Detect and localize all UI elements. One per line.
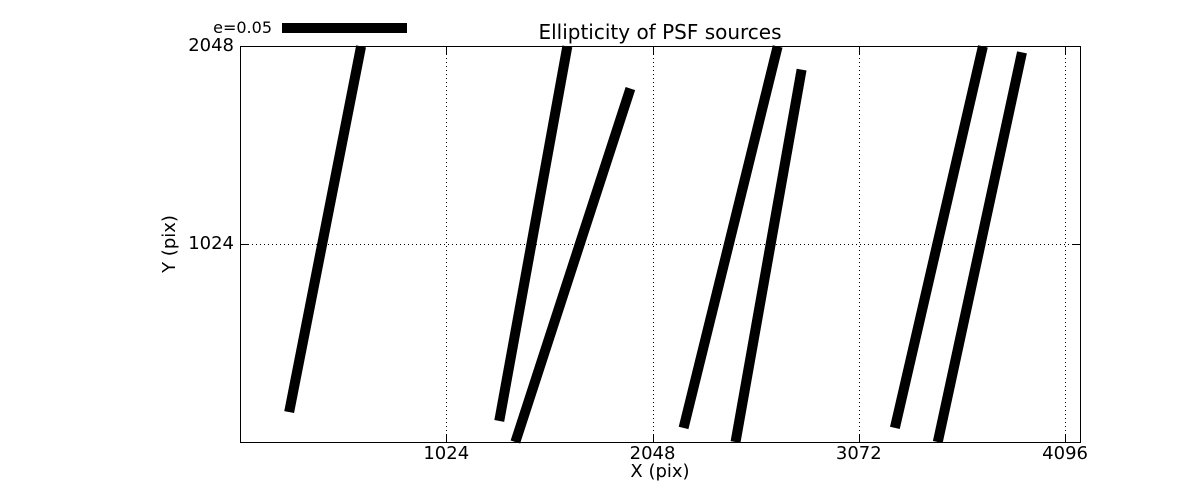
legend-line-swatch — [282, 23, 407, 33]
x-axis-label: X (pix) — [630, 461, 690, 482]
x-tick-label: 4096 — [1042, 443, 1088, 464]
ellipticity-whisker — [678, 45, 783, 430]
chart-title: Ellipticity of PSF sources — [538, 20, 782, 44]
y-tick-label: 1024 — [188, 233, 234, 254]
ellipticity-whisker — [890, 45, 988, 430]
y-tick-label: 2048 — [188, 35, 234, 56]
ellipticity-whisker — [494, 45, 573, 422]
ellipticity-whisker — [284, 45, 366, 413]
ellipticity-whisker — [730, 68, 807, 443]
ellipticity-whisker — [932, 51, 1027, 444]
x-tick-label: 1024 — [423, 443, 470, 464]
x-tick-label: 3072 — [835, 443, 882, 464]
legend-label: e=0.05 — [213, 18, 272, 37]
x-tick-label: 2048 — [629, 443, 676, 464]
ellipticity-whisker — [510, 86, 636, 444]
